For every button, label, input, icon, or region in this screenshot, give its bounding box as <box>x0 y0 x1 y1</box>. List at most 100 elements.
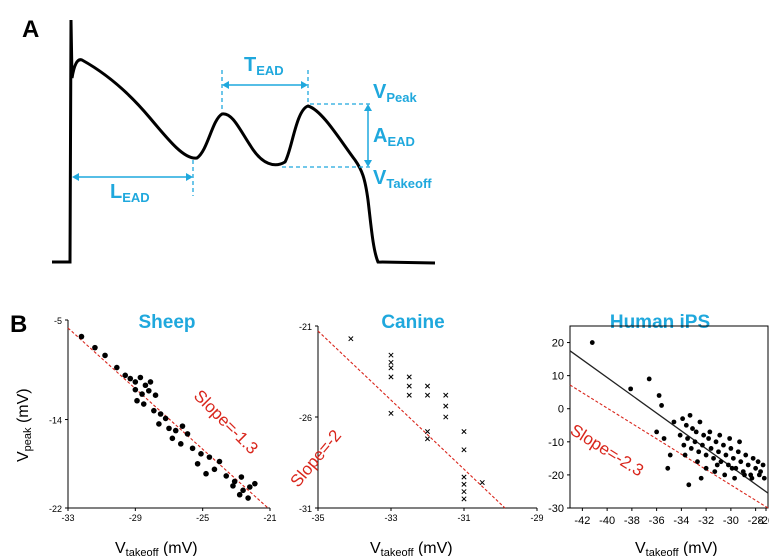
plot-frame <box>569 325 769 509</box>
data-point <box>166 425 172 432</box>
data-point-stroke <box>388 374 394 380</box>
sheep-chart: Sheep -33 -29 -25 -21 -5 -14 -22 Slope=-1.3 Vtake… <box>49 312 277 556</box>
data-point <box>406 383 412 389</box>
data-point <box>656 393 662 398</box>
data-point-stroke <box>424 383 431 389</box>
x-tick-label: -42 <box>574 515 590 527</box>
data-point <box>194 460 201 467</box>
data-point <box>238 474 245 480</box>
data-point <box>727 436 733 441</box>
slope-dashed-line <box>569 384 769 509</box>
data-point <box>184 431 191 437</box>
data-point <box>247 484 253 490</box>
annotations-group <box>72 70 372 196</box>
data-point <box>92 344 98 351</box>
data-point <box>665 465 671 471</box>
data-point <box>152 392 159 399</box>
x-tick-label: -29 <box>530 513 543 523</box>
data-point <box>406 392 412 398</box>
human-ips-chart: Human iPS -42 -40 -38 -36 -34 -32 -30 -28-26 20 10… <box>548 312 769 556</box>
regression-line <box>569 350 769 494</box>
data-point-stroke <box>461 474 467 480</box>
t-ead-arrowhead-left <box>222 81 229 89</box>
data-point <box>156 421 162 427</box>
data-point <box>169 435 176 442</box>
data-point <box>388 359 394 365</box>
data-point <box>461 496 467 502</box>
y-tick-label: -21 <box>299 322 312 332</box>
data-point <box>700 442 705 448</box>
data-point <box>589 340 595 345</box>
data-point <box>216 458 223 465</box>
data-point <box>726 462 731 468</box>
data-point <box>677 432 683 438</box>
data-point-stroke <box>443 403 449 409</box>
x-tick-label: -29 <box>129 513 142 523</box>
data-point <box>102 352 108 359</box>
y-tick-label: -26 <box>299 413 312 423</box>
x-tick-label: -33 <box>384 513 397 523</box>
data-point <box>681 442 687 448</box>
data-point <box>697 419 703 425</box>
data-point <box>157 411 164 417</box>
data-point <box>388 374 394 380</box>
data-point <box>443 414 449 420</box>
data-point <box>461 447 467 453</box>
data-point <box>231 478 238 485</box>
data-point <box>716 449 721 455</box>
x-tick-label: -33 <box>61 513 74 523</box>
data-point-stroke <box>461 489 467 495</box>
data-point <box>692 439 698 445</box>
y-tick-label: -30 <box>548 503 564 515</box>
data-point <box>198 451 204 457</box>
data-point <box>424 392 431 398</box>
data-point <box>147 379 154 385</box>
data-point <box>461 429 467 435</box>
data-point <box>443 392 449 398</box>
x-tick-label: -26 <box>758 515 769 527</box>
data-point <box>230 483 236 489</box>
data-point <box>137 374 144 381</box>
data-point <box>687 412 693 418</box>
data-point <box>654 429 660 435</box>
data-point <box>680 416 686 422</box>
data-point <box>424 383 431 389</box>
data-point-stroke <box>424 436 431 442</box>
data-point-stroke <box>424 392 431 398</box>
data-point <box>146 387 152 394</box>
data-point <box>443 403 449 409</box>
data-point <box>756 472 762 478</box>
data-point <box>688 446 694 451</box>
x-axis-label: Vtakeoff (mV) <box>635 540 718 556</box>
data-point <box>683 422 689 428</box>
data-point <box>172 427 179 434</box>
l-ead-label: LEAD <box>110 181 150 205</box>
data-point <box>661 436 667 441</box>
data-point <box>140 401 147 407</box>
data-point <box>745 462 751 468</box>
data-point <box>723 452 729 458</box>
data-point <box>252 480 258 487</box>
data-point-stroke <box>461 447 467 453</box>
l-ead-arrowhead-right <box>186 173 193 181</box>
x-tick-label: -38 <box>624 515 640 527</box>
data-point <box>348 336 354 342</box>
y-axis-label: Vpeak (mV) <box>15 388 34 462</box>
data-point <box>245 495 251 501</box>
data-point <box>693 429 699 435</box>
x-tick-label: -35 <box>311 513 324 523</box>
data-point <box>179 423 186 429</box>
data-point <box>479 479 485 486</box>
data-point <box>132 386 139 393</box>
data-point-stroke <box>348 336 354 342</box>
chart-title: Canine <box>381 312 444 333</box>
v-peak-label: VPeak <box>373 81 417 105</box>
data-point <box>659 403 664 408</box>
data-point-stroke <box>461 429 467 435</box>
data-point <box>695 459 700 465</box>
data-point-stroke <box>443 392 449 398</box>
data-point <box>211 466 218 473</box>
slope-label: Slope=-2 <box>286 426 345 491</box>
data-point <box>388 365 394 371</box>
y-tick-label: 20 <box>552 338 564 350</box>
